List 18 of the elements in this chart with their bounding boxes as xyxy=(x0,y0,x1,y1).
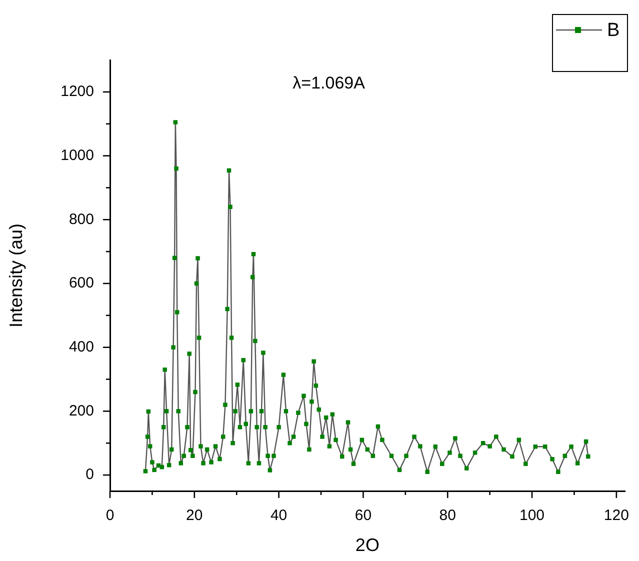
y-tick-label: 600 xyxy=(68,274,94,292)
x-tick-label: 120 xyxy=(604,507,629,524)
y-tick-label: 1000 xyxy=(60,146,94,164)
y-tick-label: 400 xyxy=(68,338,94,356)
x-tick-label: 100 xyxy=(520,507,545,524)
x-tick-label: 40 xyxy=(270,507,288,524)
x-tick-label: 20 xyxy=(186,507,203,524)
y-axis-title: Intensity (au) xyxy=(6,223,26,328)
y-tick-label: 0 xyxy=(86,466,94,484)
x-tick-label: 0 xyxy=(106,507,114,524)
x-axis-title: 2O xyxy=(355,535,380,556)
x-tick-label: 60 xyxy=(354,507,372,524)
legend-label: B xyxy=(607,20,620,42)
x-tick-label: 80 xyxy=(439,507,456,524)
annotation: λ=1.069A xyxy=(292,74,366,93)
y-tick-label: 1200 xyxy=(60,83,94,100)
y-tick-label: 200 xyxy=(68,402,94,420)
y-tick-label: 800 xyxy=(68,210,94,228)
